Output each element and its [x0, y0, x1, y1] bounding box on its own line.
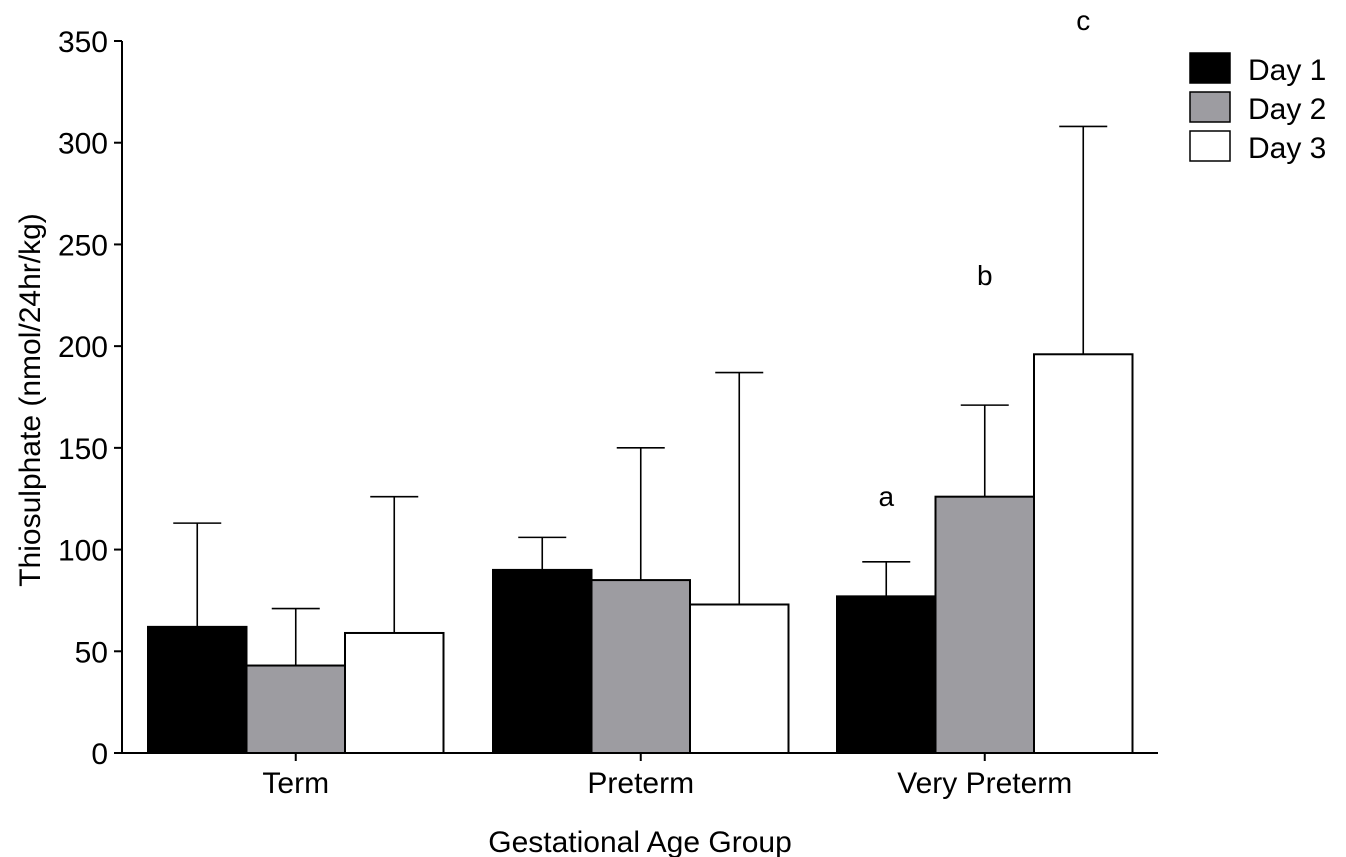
- y-tick-label: 250: [58, 229, 108, 262]
- y-tick-label: 300: [58, 128, 108, 161]
- x-tick-label: Preterm: [587, 767, 694, 800]
- x-tick-label: Term: [262, 767, 329, 800]
- bar: [689, 603, 790, 754]
- legend-label: Day 1: [1248, 54, 1326, 87]
- legend: Day 1 Day 2 Day 3: [1189, 52, 1326, 165]
- y-tick-label: 200: [58, 331, 108, 364]
- axes: 0 50 100 150 200 250 300 350 Term Preterm Very Pre…: [58, 26, 1158, 800]
- y-axis-title: Thiosulphate (nmol/24hr/kg): [14, 213, 47, 587]
- error-bars: [173, 125, 1108, 666]
- bar: [836, 595, 937, 754]
- y-tick-label: 50: [75, 636, 108, 669]
- bar: [492, 568, 593, 755]
- y-tick-label: 350: [58, 26, 108, 59]
- annotation-label: a: [878, 481, 894, 512]
- y-tick-label: 100: [58, 535, 108, 568]
- y-tick-label: 150: [58, 433, 108, 466]
- bar: [245, 664, 346, 754]
- annotation-label: c: [1076, 5, 1090, 36]
- annotation-label: b: [977, 260, 993, 291]
- legend-label: Day 2: [1248, 93, 1326, 126]
- legend-label: Day 3: [1248, 132, 1326, 165]
- annotations: a b c: [878, 5, 1090, 512]
- bar: [934, 495, 1035, 754]
- legend-swatch: [1189, 91, 1231, 123]
- bar: [590, 579, 691, 754]
- y-tick-label: 0: [91, 738, 108, 771]
- x-tick-label: Very Preterm: [897, 767, 1072, 800]
- x-axis-title: Gestational Age Group: [488, 826, 792, 857]
- legend-swatch: [1189, 130, 1231, 162]
- bar: [1033, 353, 1134, 754]
- bar: [147, 625, 248, 754]
- bar: [344, 631, 445, 755]
- legend-swatch: [1189, 52, 1231, 84]
